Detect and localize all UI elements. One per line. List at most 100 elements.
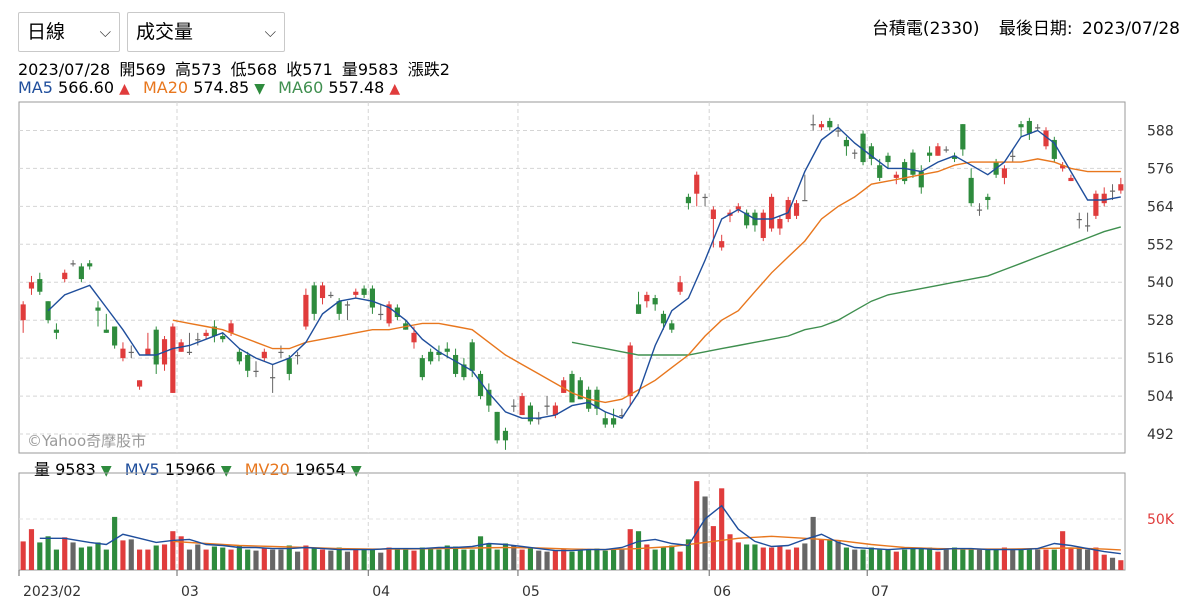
candle-body bbox=[519, 396, 525, 416]
candle-body bbox=[702, 196, 708, 199]
volume-bar bbox=[710, 526, 716, 570]
volume-bar bbox=[777, 545, 783, 570]
candle-body bbox=[827, 120, 833, 128]
ma-legend: MA5 566.60 ▲ MA20 574.85 ▼ MA60 557.48 ▲ bbox=[18, 78, 408, 97]
volume-bar bbox=[611, 549, 617, 570]
volume-bar bbox=[28, 529, 35, 570]
volume-bar bbox=[236, 545, 242, 570]
volume-bar bbox=[1043, 549, 1049, 570]
candle-body bbox=[78, 266, 84, 280]
candle-body bbox=[444, 348, 450, 352]
candle-body bbox=[1051, 139, 1057, 159]
volume-bar bbox=[752, 544, 758, 570]
candle-body bbox=[552, 405, 558, 416]
volume-bar bbox=[45, 536, 51, 570]
candle-body bbox=[70, 263, 76, 265]
volume-bar bbox=[552, 550, 558, 570]
candle-body bbox=[469, 342, 475, 371]
legend-mv5: MV5 15966 ▼ bbox=[124, 460, 232, 479]
indicator-select[interactable]: 成交量 ⌵ bbox=[127, 12, 285, 52]
volume-bar bbox=[369, 549, 375, 570]
volume-bar bbox=[951, 547, 958, 570]
candle-body bbox=[935, 146, 941, 156]
volume-bar bbox=[170, 531, 176, 570]
volume-bar bbox=[78, 547, 84, 570]
candle-body bbox=[1043, 130, 1049, 147]
volume-bar bbox=[802, 543, 808, 570]
candle-body bbox=[985, 196, 991, 201]
volume-bar bbox=[270, 549, 276, 570]
candle-body bbox=[170, 326, 176, 393]
volume-bar bbox=[669, 545, 675, 570]
volume-bar bbox=[1101, 554, 1107, 570]
candle-body bbox=[818, 124, 825, 128]
candle-body bbox=[710, 209, 716, 219]
candle-body bbox=[203, 332, 209, 336]
volume-bar bbox=[1010, 549, 1016, 570]
volume-bar bbox=[328, 550, 334, 570]
volume-bar bbox=[128, 539, 134, 570]
volume-bar bbox=[702, 496, 708, 570]
candle-body bbox=[735, 206, 741, 210]
volume-bar bbox=[935, 551, 941, 570]
volume-bar bbox=[403, 549, 409, 570]
volume-bar bbox=[868, 547, 874, 570]
volume-bar bbox=[660, 547, 667, 570]
volume-bar bbox=[810, 516, 816, 570]
candle-body bbox=[253, 370, 259, 372]
volume-bar bbox=[295, 551, 301, 570]
candle-body bbox=[677, 282, 683, 292]
volume-bar bbox=[278, 549, 284, 570]
candle-body bbox=[1101, 193, 1107, 204]
volume-bar bbox=[20, 541, 26, 570]
volume-bar bbox=[760, 547, 766, 570]
volume-bar bbox=[976, 549, 983, 570]
volume-bar bbox=[319, 549, 326, 570]
volume-bar bbox=[968, 549, 974, 570]
candle-body bbox=[328, 294, 334, 297]
candle-body bbox=[927, 152, 933, 156]
volume-bar bbox=[411, 550, 417, 570]
volume-bar bbox=[161, 544, 168, 570]
volume-bar bbox=[511, 545, 517, 570]
ma5-line bbox=[47, 126, 1121, 420]
y-tick-label: 576 bbox=[1147, 161, 1174, 177]
volume-bar bbox=[286, 545, 292, 570]
indicator-select-value: 成交量 bbox=[136, 21, 194, 43]
volume-bar bbox=[569, 551, 575, 570]
volume-bar bbox=[727, 534, 733, 570]
volume-bar bbox=[203, 549, 209, 570]
volume-bar bbox=[993, 549, 999, 570]
candle-body bbox=[453, 354, 459, 374]
volume-bar bbox=[220, 547, 226, 570]
candle-body bbox=[486, 389, 492, 406]
ohlc-volume: 量9583 bbox=[341, 60, 399, 79]
candle-body bbox=[860, 133, 866, 163]
volume-bar bbox=[361, 549, 367, 570]
volume-bar bbox=[461, 549, 467, 570]
volume-bar bbox=[619, 549, 625, 570]
y-tick-label: 564 bbox=[1147, 199, 1174, 215]
volume-bar bbox=[120, 540, 126, 570]
candle-body bbox=[278, 351, 284, 354]
candle-body bbox=[336, 301, 342, 314]
volume-bar bbox=[885, 549, 891, 570]
period-select[interactable]: 日線 ⌵ bbox=[18, 12, 120, 52]
volume-bar bbox=[112, 516, 118, 570]
candle-body bbox=[777, 219, 783, 229]
y-tick-label: 504 bbox=[1147, 389, 1174, 405]
volume-bar bbox=[62, 537, 68, 570]
volume-bar bbox=[835, 541, 841, 570]
candle-body bbox=[835, 130, 841, 132]
x-tick-label: 05 bbox=[522, 584, 540, 600]
candle-body bbox=[544, 405, 550, 407]
candle-body bbox=[719, 241, 725, 248]
volume-bar bbox=[1093, 547, 1099, 570]
x-tick-label: 07 bbox=[871, 584, 889, 600]
volume-bar bbox=[818, 539, 825, 570]
volume-bar bbox=[852, 549, 858, 570]
candle-body bbox=[1085, 225, 1091, 227]
candle-body bbox=[918, 171, 924, 188]
candle-body bbox=[1010, 155, 1016, 157]
